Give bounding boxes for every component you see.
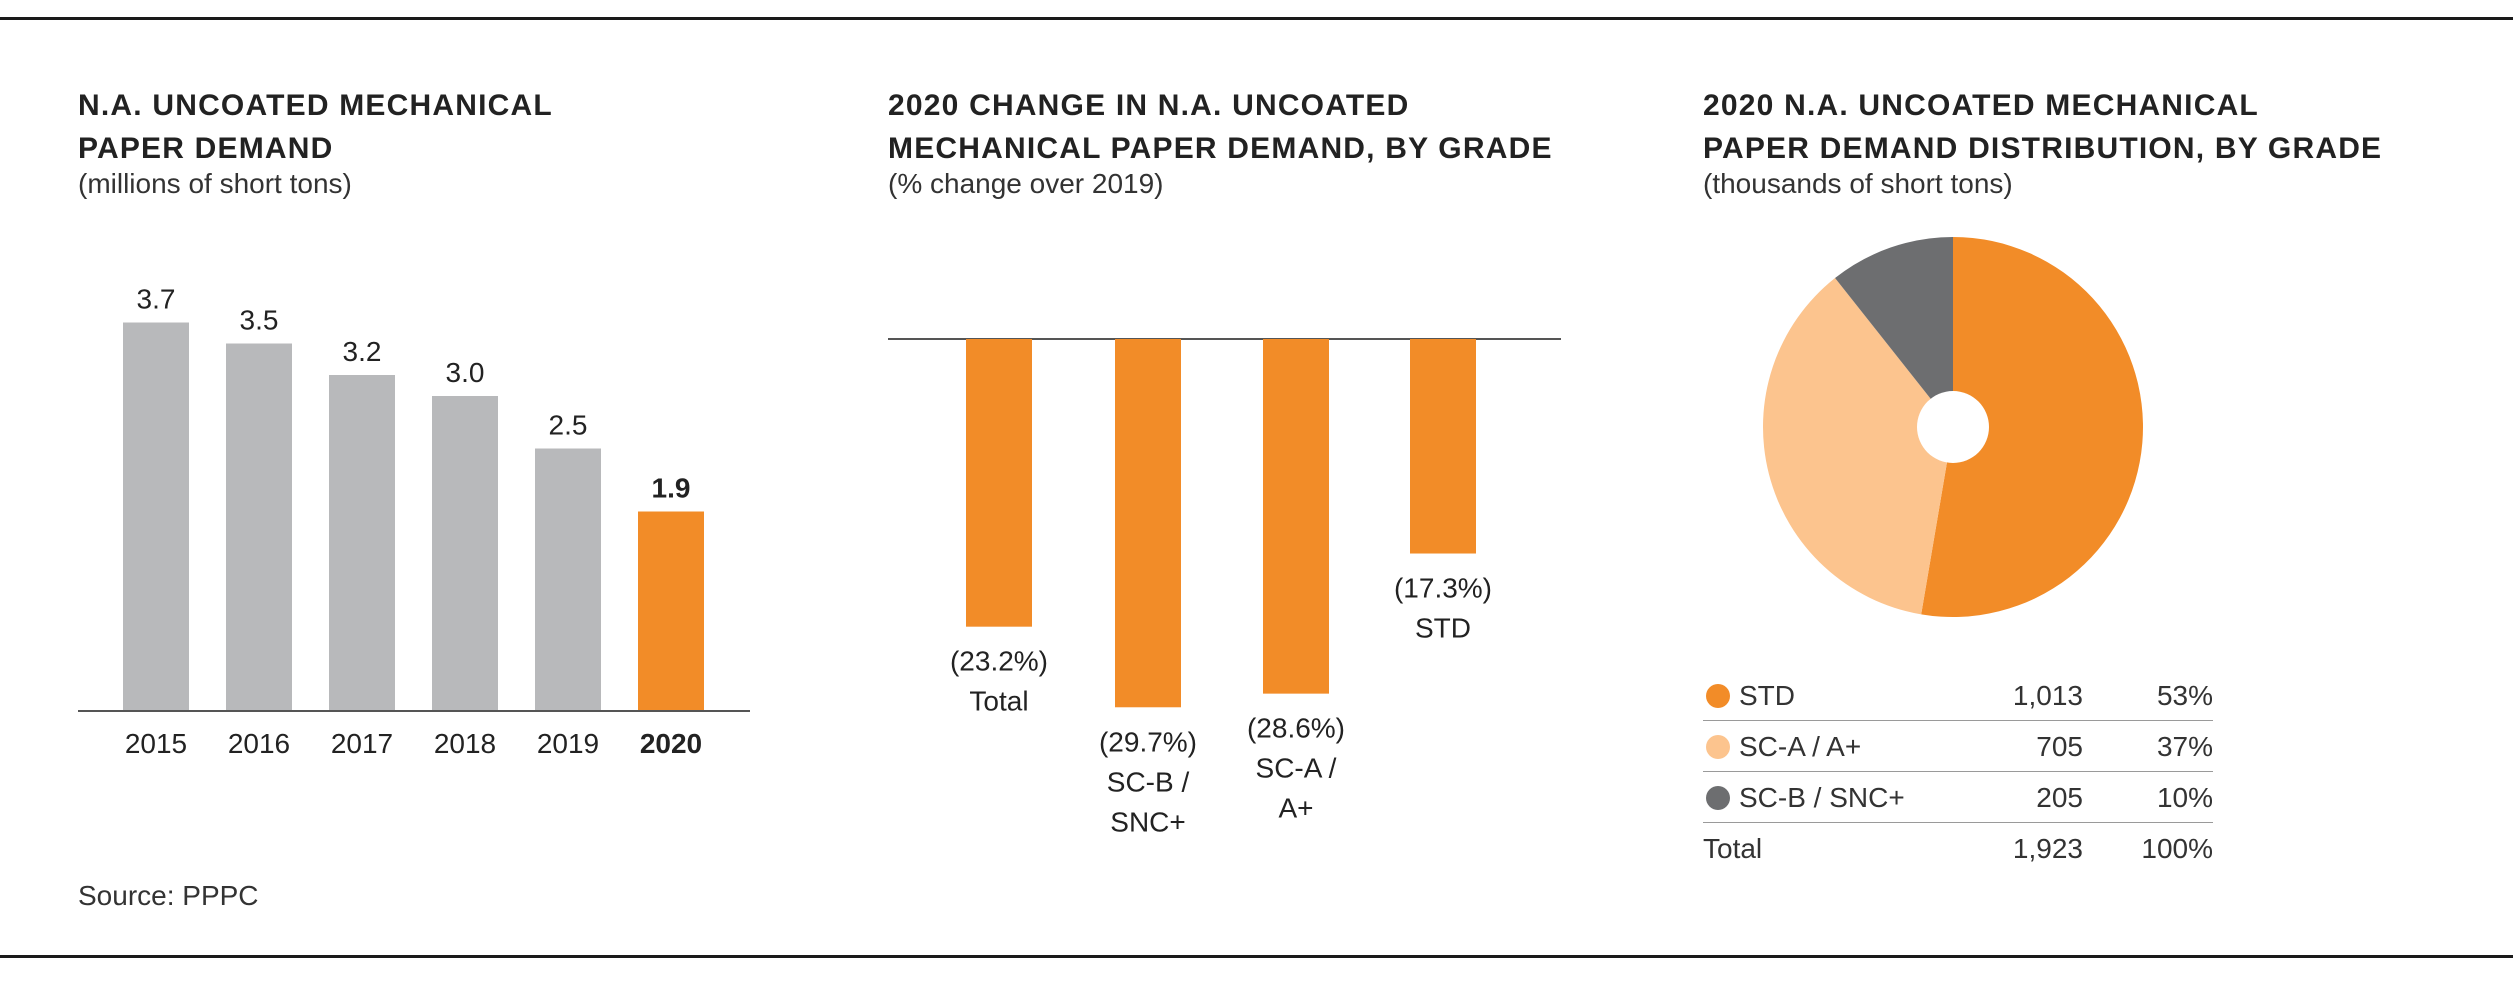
slice-scb [1835,236,1953,427]
legend-value-sca: 705 [2036,731,2083,762]
bar-2020 [638,511,704,711]
value-label-2018: 3.0 [446,357,485,388]
bar-2017 [329,375,395,711]
distribution-legend-table: STD 1,013 53% SC-A / A+ 705 37% SC-B / S… [1703,670,2213,873]
legend-dot-std [1706,684,1730,708]
value-label-2020: 1.9 [652,473,691,504]
slice-sca [1763,278,1953,615]
top-rule [0,17,2513,20]
bar-SC-B-SNC- [1115,339,1181,708]
change-title-line2: MECHANICAL PAPER DEMAND, BY GRADE [888,132,1553,165]
legend-dot-scb [1706,786,1730,810]
demand-chart-subtitle: (millions of short tons) [78,168,352,199]
legend-value-std: 1,013 [2012,680,2083,711]
legend-label-total: Total [1703,833,1763,864]
category-label-1-2: SNC+ [1110,806,1185,837]
category-label-2: SC-A / [1256,753,1337,784]
category-label-2016: 2016 [228,728,290,759]
legend-percent-scb: 10% [2156,782,2213,813]
bottom-rule [0,955,2513,958]
distribution-panel: 2020 N.A. UNCOATED MECHANICAL PAPER DEMA… [1703,0,2483,981]
bar-2016 [226,343,292,711]
value-label-1: (29.7%) [1099,726,1197,757]
distribution-chart-title: 2020 N.A. UNCOATED MECHANICAL PAPER DEMA… [1703,84,2382,170]
distribution-donut-chart [1763,236,2143,617]
value-label-3: (17.3%) [1394,573,1492,604]
distribution-title-line2: PAPER DEMAND DISTRIBUTION, BY GRADE [1703,132,2383,165]
source-note: Source: PPPC [78,880,259,911]
category-label-1: SC-B / [1107,766,1190,797]
category-label-2018: 2018 [434,728,496,759]
value-label-0: (23.2%) [950,646,1048,677]
legend-label-std: STD [1739,680,1795,711]
demand-title-line2: PAPER DEMAND [78,132,334,165]
legend-value-scb: 205 [2036,782,2083,813]
change-chart-subtitle: (% change over 2019) [888,168,1164,199]
category-label-2017: 2017 [331,728,393,759]
bar-2018 [432,396,498,711]
legend-row-std: STD 1,013 53% [1703,670,2213,721]
legend-value-total: 1,923 [2012,833,2083,864]
bar-SC-A-A- [1263,339,1329,694]
change-panel: 2020 CHANGE IN N.A. UNCOATED MECHANICAL … [888,0,1608,981]
category-label-2-2: A+ [1278,793,1313,824]
legend-row-scb: SC-B / SNC+ 205 10% [1703,772,2213,823]
value-label-2016: 3.5 [240,305,279,336]
category-label-3: STD [1415,613,1471,644]
value-label-2: (28.6%) [1247,713,1345,744]
legend-dot-sca [1706,735,1730,759]
change-bar-chart: (23.2%) Total (29.7%) SC-B / SNC+ (28.6%) SC-A… [888,338,1561,837]
demand-bar-chart: 3.7 2015 3.5 2016 3.2 2017 3.0 2018 2.5 2019 1.9 20… [78,284,750,759]
bar-2019 [535,448,601,711]
demand-panel: N.A. UNCOATED MECHANICAL PAPER DEMAND (m… [78,0,798,981]
legend-row-sca: SC-A / A+ 705 37% [1703,721,2213,772]
bar-Total [966,339,1032,627]
category-label-2020: 2020 [640,728,702,759]
legend-row-total: Total 1,923 100% [1703,823,2213,873]
legend-label-sca: SC-A / A+ [1739,731,1862,762]
value-label-2019: 2.5 [549,410,588,441]
distribution-title-line1: 2020 N.A. UNCOATED MECHANICAL [1703,89,2259,122]
category-label-2019: 2019 [537,728,599,759]
change-chart-title: 2020 CHANGE IN N.A. UNCOATED MECHANICAL … [888,84,1553,170]
donut-hole [1917,391,1989,463]
value-label-2015: 3.7 [137,284,176,315]
legend-percent-sca: 37% [2156,731,2213,762]
legend-label-scb: SC-B / SNC+ [1739,782,1905,813]
demand-title-line1: N.A. UNCOATED MECHANICAL [78,89,553,122]
bar-STD [1410,339,1476,554]
slice-std [1921,237,2143,617]
category-label-2015: 2015 [125,728,187,759]
legend-percent-std: 53% [2156,680,2213,711]
legend-percent-total: 100% [2141,833,2213,864]
change-title-line1: 2020 CHANGE IN N.A. UNCOATED [888,89,1410,122]
distribution-chart-subtitle: (thousands of short tons) [1703,168,2013,199]
demand-chart-title: N.A. UNCOATED MECHANICAL PAPER DEMAND [78,84,553,170]
bar-2015 [123,322,189,711]
value-label-2017: 3.2 [343,336,382,367]
category-label-0: Total [969,686,1028,717]
